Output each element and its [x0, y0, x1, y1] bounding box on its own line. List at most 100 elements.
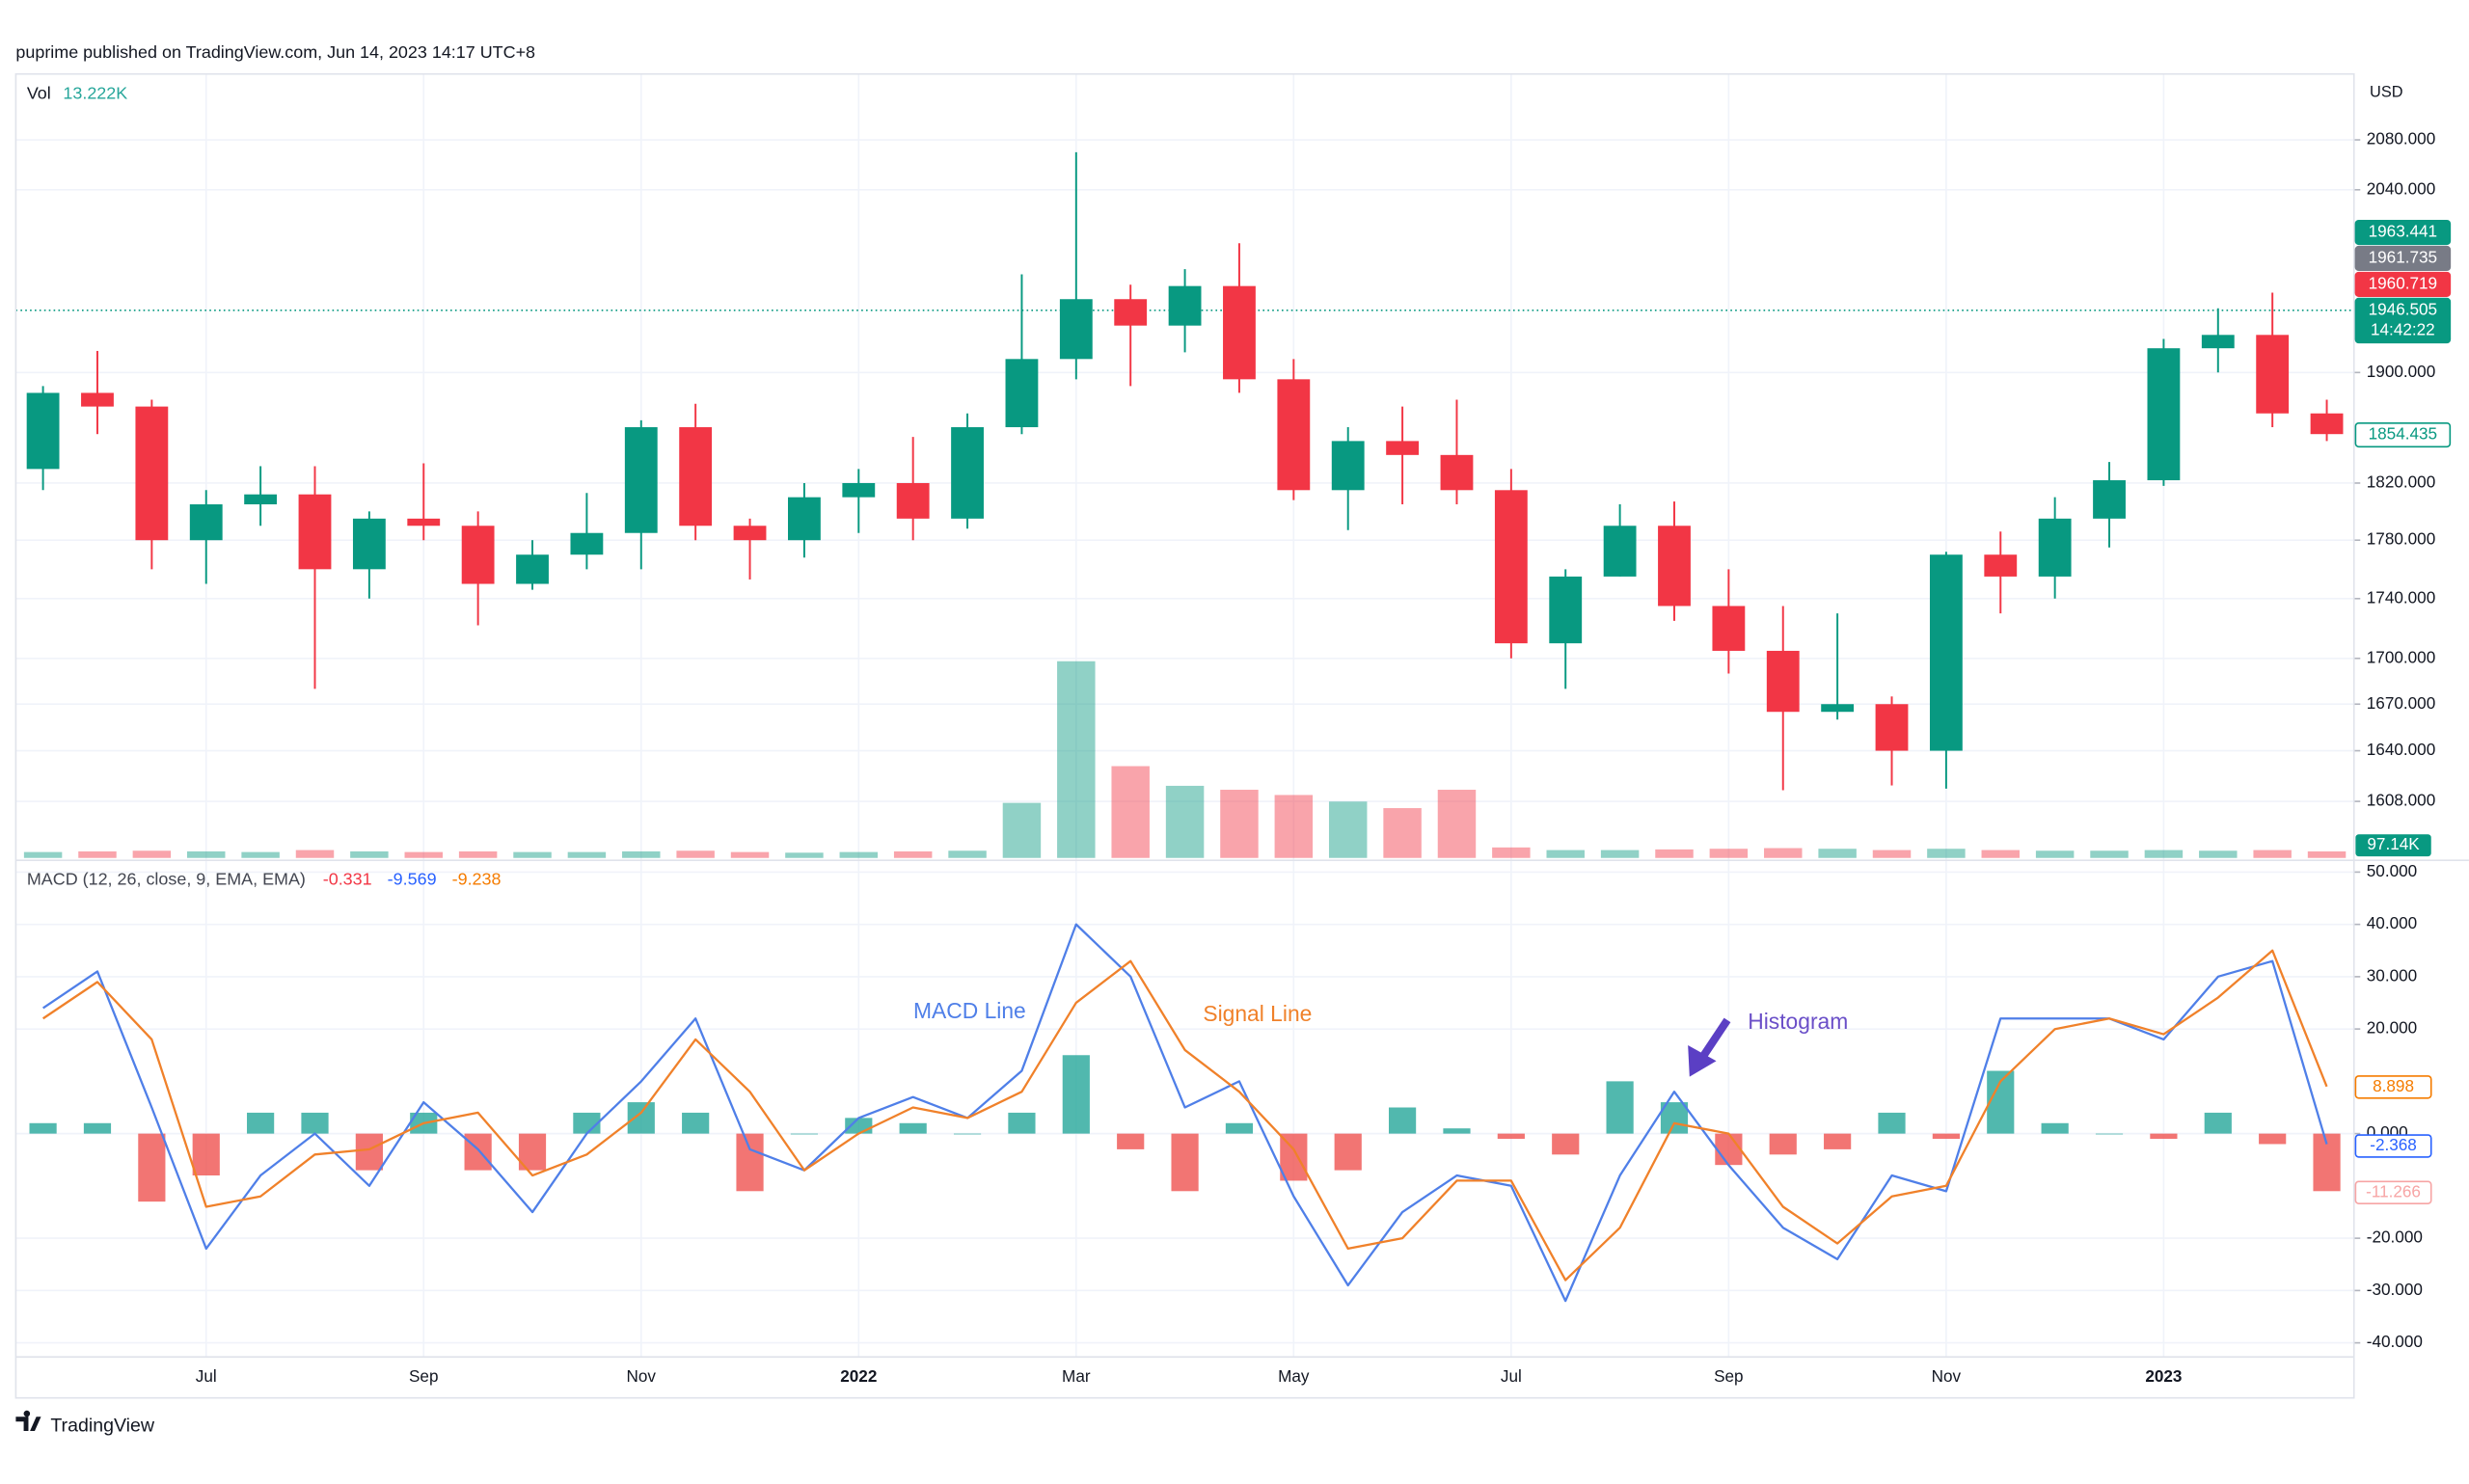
volume-bar [1328, 801, 1368, 858]
x-tick-label: Nov [627, 1366, 657, 1386]
histogram-bar [2041, 1122, 2069, 1134]
histogram-bar [301, 1112, 329, 1134]
footer-logo: TradingView [15, 1410, 155, 1436]
volume-bar [676, 850, 715, 858]
histogram-bar [1225, 1122, 1254, 1134]
price-label: 1946.505 [2369, 299, 2437, 318]
candle-body [1875, 704, 1909, 751]
price-label-box [2354, 297, 2452, 344]
volume-bar [513, 851, 552, 858]
candle-body [679, 427, 713, 526]
volume-bar [1437, 790, 1477, 858]
last-value-box [2354, 1075, 2432, 1099]
y-tick-label: 2040.000 [2367, 178, 2435, 198]
arrow-head [1688, 1045, 1717, 1077]
price-label-box [2354, 245, 2452, 272]
candle-body [1059, 299, 1093, 360]
candle-body [2147, 348, 2181, 481]
y-tick-label: 30.000 [2367, 965, 2417, 985]
volume-bar [404, 851, 443, 858]
histogram-bar [1552, 1133, 1580, 1155]
volume-bar [1057, 661, 1096, 858]
x-tick-label: 2023 [2145, 1366, 2182, 1386]
candle-body [81, 392, 114, 407]
last-value-label: 8.898 [2373, 1076, 2414, 1095]
histogram-bar [2204, 1112, 2232, 1134]
candle-body [461, 526, 495, 584]
y-tick-label: 1740.000 [2367, 587, 2435, 607]
volume-legend-value: 13.222K [63, 84, 127, 103]
histogram-bar [1280, 1133, 1308, 1181]
price-label-box [2354, 271, 2452, 297]
macd-legend-value: -0.331 [323, 869, 372, 888]
volume-bar [458, 850, 498, 858]
y-tick-label: 1640.000 [2367, 740, 2435, 759]
price-label: 1963.441 [2369, 222, 2437, 241]
price-label: 1854.435 [2369, 424, 2437, 444]
histogram-bar [464, 1133, 492, 1171]
candle-body [1766, 650, 1800, 713]
volume-bar [350, 850, 389, 858]
volume-legend-name: Vol [27, 84, 51, 103]
x-tick-label: Nov [1932, 1366, 1962, 1386]
price-label: 1961.735 [2369, 248, 2437, 267]
last-value-box [2354, 1134, 2432, 1158]
x-tick-label: 2022 [840, 1366, 877, 1386]
volume-bar [567, 851, 607, 858]
macd-legend-value: -9.238 [452, 869, 502, 888]
histogram-bar [682, 1112, 710, 1134]
histogram-bar [1334, 1133, 1362, 1171]
candle-body [2093, 480, 2126, 519]
histogram-bar [1062, 1055, 1090, 1134]
candle-body [135, 406, 169, 541]
histogram-bar [355, 1133, 383, 1171]
histogram-bar [1715, 1133, 1743, 1166]
y-tick-label: 1700.000 [2367, 647, 2435, 666]
histogram-bar [2150, 1133, 2178, 1140]
histogram-bar [736, 1133, 764, 1192]
histogram-bar [953, 1133, 982, 1135]
candle-body [1984, 554, 2018, 577]
footer: TradingView [50, 1415, 155, 1436]
candle-body [1440, 454, 1474, 491]
volume-bar [2035, 850, 2075, 858]
candle-body [1114, 299, 1148, 326]
x-tick-label: Mar [1062, 1366, 1091, 1386]
candle-body [1929, 554, 1963, 751]
volume-bar [2307, 850, 2347, 858]
volume-bar [132, 850, 172, 858]
plot-frame [14, 72, 2355, 1399]
volume-bar [1764, 848, 1803, 858]
candle-body [788, 497, 821, 541]
histogram-bar [1443, 1128, 1471, 1134]
candle-body [26, 392, 60, 470]
y-tick-label: -40.000 [2367, 1332, 2423, 1351]
candle-body [516, 554, 549, 584]
volume-bar [2090, 850, 2129, 858]
candle-body [733, 526, 767, 541]
histogram-bar [1878, 1112, 1906, 1134]
y-tick-label: 50.000 [2367, 861, 2417, 880]
volume-bar [1655, 849, 1694, 858]
candle-body [1168, 285, 1202, 326]
volume-bar [2144, 850, 2184, 858]
candle-body [2256, 335, 2290, 414]
histogram-bar [1769, 1133, 1797, 1155]
candle-body [1603, 526, 1637, 577]
volume-bar [1165, 785, 1205, 858]
volume-bar [1492, 847, 1531, 858]
last-value-label: -11.266 [2366, 1181, 2421, 1201]
histogram-bar [2095, 1133, 2124, 1135]
header: puprime published on TradingView.com, Ju… [15, 42, 535, 62]
volume-label-box [2355, 834, 2431, 857]
candle-body [1821, 704, 1855, 713]
histogram-bar [899, 1122, 927, 1134]
candle-body [1223, 285, 1256, 380]
volume-bar [78, 850, 117, 858]
histogram-bar [790, 1133, 819, 1135]
y-tick-label: 1900.000 [2367, 362, 2435, 381]
candle-body [951, 427, 984, 519]
annotation: Histogram [1748, 1009, 1848, 1034]
volume-bar [1383, 808, 1422, 858]
